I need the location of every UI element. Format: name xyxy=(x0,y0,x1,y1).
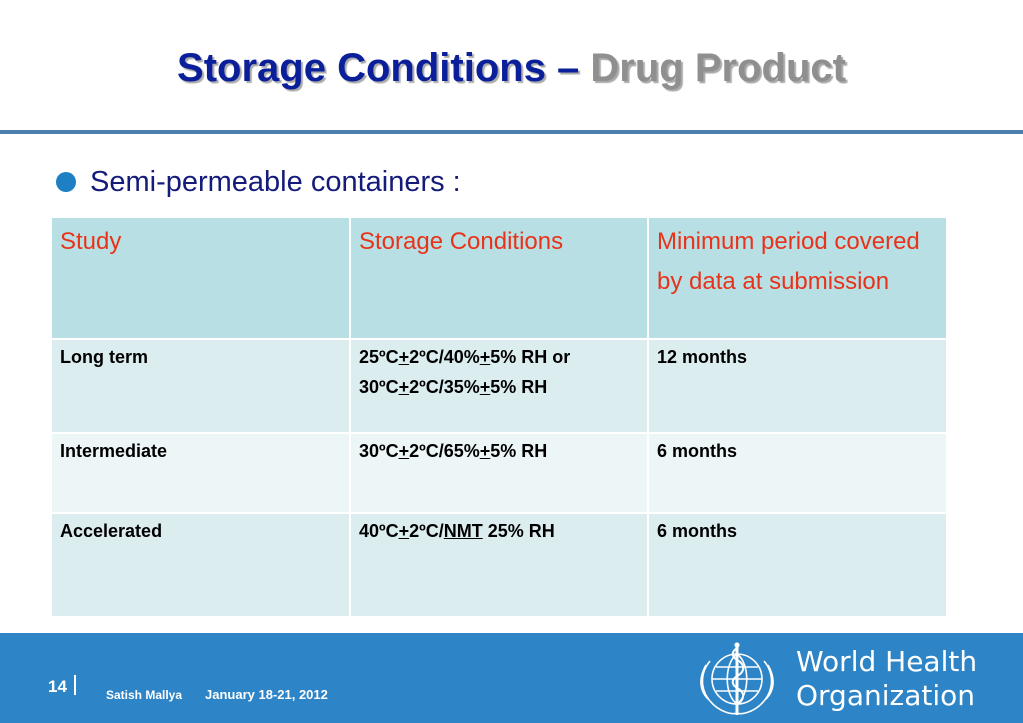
table-row: Intermediate 30ºC+2ºC/65%+5% RH 6 months xyxy=(50,432,948,514)
condition-part: 2ºC/35% xyxy=(409,377,480,397)
cell-period: 6 months xyxy=(647,512,948,618)
condition-part: 2ºC/65% xyxy=(409,441,480,461)
cell-study: Intermediate xyxy=(50,432,351,514)
condition-part: 5% RH or xyxy=(490,347,571,367)
condition-part: 30ºC xyxy=(359,441,399,461)
condition-part: 30ºC xyxy=(359,377,399,397)
condition-part: 25% RH xyxy=(482,521,555,541)
page-number-separator xyxy=(74,675,76,695)
condition-line: 30ºC+2ºC/35%+5% RH xyxy=(359,372,639,402)
slide-title-accent: Drug Product xyxy=(590,46,846,90)
cell-conditions: 40ºC+2ºC/NMT 25% RH xyxy=(349,512,649,618)
organization-name-line2: Organization xyxy=(796,679,976,712)
plus-minus-sign: + xyxy=(479,377,491,397)
header-minimum-period: Minimum period covered by data at submis… xyxy=(647,216,948,340)
header-study: Study xyxy=(50,216,351,340)
bullet-text: Semi-permeable containers : xyxy=(90,165,461,198)
page-number: 14 xyxy=(48,677,67,696)
bullet-dot-icon xyxy=(56,172,76,192)
plus-minus-sign: + xyxy=(479,441,491,461)
slide-title: Storage Conditions – Drug Product xyxy=(0,42,1023,94)
presenter-name: Satish Mallya xyxy=(106,688,183,702)
title-divider xyxy=(0,130,1023,134)
plus-minus-sign: + xyxy=(398,521,410,541)
table-row: Accelerated 40ºC+2ºC/NMT 25% RH 6 months xyxy=(50,512,948,618)
cell-study: Accelerated xyxy=(50,512,351,618)
condition-part: 25ºC xyxy=(359,347,399,367)
condition-part: 2ºC/ xyxy=(409,521,444,541)
organization-name-line1: World Health xyxy=(796,645,978,678)
who-emblem-icon xyxy=(700,642,774,715)
condition-line: 40ºC+2ºC/NMT 25% RH xyxy=(359,516,639,546)
header-storage-conditions: Storage Conditions xyxy=(349,216,649,340)
cell-period: 6 months xyxy=(647,432,948,514)
cell-conditions: 30ºC+2ºC/65%+5% RH xyxy=(349,432,649,514)
storage-conditions-table: Study Storage Conditions Minimum period … xyxy=(50,216,948,618)
condition-line: 30ºC+2ºC/65%+5% RH xyxy=(359,436,639,466)
condition-part: 2ºC/40% xyxy=(409,347,480,367)
slide-title-main: Storage Conditions – xyxy=(177,46,591,90)
cell-period: 12 months xyxy=(647,338,948,434)
plus-minus-sign: + xyxy=(398,377,410,397)
condition-part: 5% RH xyxy=(490,441,548,461)
plus-minus-sign: + xyxy=(398,347,410,367)
condition-part: 40ºC xyxy=(359,521,399,541)
nmt-abbreviation: NMT xyxy=(443,521,483,541)
cell-study: Long term xyxy=(50,338,351,434)
condition-part: 5% RH xyxy=(490,377,548,397)
table-header-row: Study Storage Conditions Minimum period … xyxy=(50,216,948,340)
plus-minus-sign: + xyxy=(398,441,410,461)
presentation-date: January 18-21, 2012 xyxy=(205,687,328,702)
plus-minus-sign: + xyxy=(479,347,491,367)
bullet-item: Semi-permeable containers : xyxy=(56,162,461,202)
organization-name: World Health Organization xyxy=(796,645,977,713)
cell-conditions: 25ºC+2ºC/40%+5% RH or 30ºC+2ºC/35%+5% RH xyxy=(349,338,649,434)
footer-bar: 14 Satish Mallya January 18-21, 2012 Wor… xyxy=(0,633,1023,723)
condition-line: 25ºC+2ºC/40%+5% RH or xyxy=(359,342,639,372)
table-row: Long term 25ºC+2ºC/40%+5% RH or 30ºC+2ºC… xyxy=(50,338,948,434)
